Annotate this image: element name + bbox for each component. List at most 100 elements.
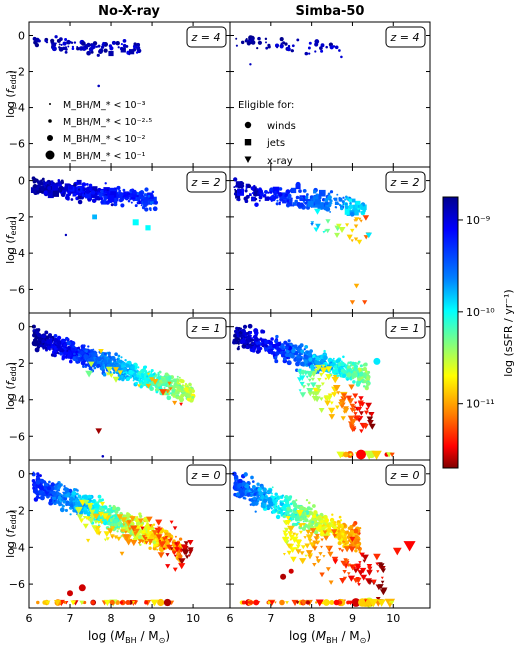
- panel-frame: [229, 459, 431, 609]
- data-point: [356, 239, 363, 245]
- data-point: [86, 50, 91, 56]
- data-point: [122, 39, 127, 43]
- data-point: [128, 369, 133, 375]
- data-point: [167, 539, 173, 543]
- data-point: [120, 375, 124, 378]
- data-point: [303, 536, 307, 539]
- data-point: [297, 355, 301, 359]
- data-point: [377, 599, 386, 607]
- data-point: [307, 554, 313, 560]
- data-point: [274, 43, 280, 48]
- data-point: [128, 375, 133, 379]
- panel-points-z2-noxray: [30, 176, 159, 237]
- data-point: [346, 369, 349, 372]
- data-point: [321, 518, 324, 521]
- panel-points-z0-noxray: [31, 471, 194, 607]
- data-point: [351, 598, 361, 607]
- size-legend-marker-1: [49, 103, 51, 105]
- data-point: [324, 400, 331, 407]
- data-point: [66, 340, 71, 346]
- data-point: [188, 382, 192, 386]
- data-point: [80, 41, 86, 46]
- data-point: [126, 512, 129, 515]
- data-point: [50, 482, 55, 487]
- data-point: [117, 522, 121, 525]
- data-point: [299, 197, 303, 201]
- data-point: [303, 348, 306, 351]
- data-point: [342, 536, 348, 542]
- data-point: [34, 42, 40, 48]
- data-point: [300, 545, 306, 550]
- data-point: [235, 37, 238, 40]
- data-point: [152, 372, 156, 376]
- data-point: [368, 412, 372, 416]
- data-point: [126, 520, 132, 525]
- data-point: [125, 600, 131, 605]
- data-point: [309, 528, 317, 534]
- data-point: [152, 196, 157, 202]
- data-point: [342, 570, 347, 574]
- data-point: [358, 416, 364, 420]
- data-point: [140, 524, 143, 527]
- data-point: [325, 228, 331, 234]
- data-point: [344, 208, 352, 215]
- x-axis-label-right: log (MBH / M⊙): [289, 629, 371, 645]
- data-point: [349, 525, 354, 530]
- data-point: [254, 510, 257, 513]
- data-point: [130, 525, 138, 532]
- data-point: [282, 514, 287, 519]
- data-point: [313, 510, 318, 515]
- data-point: [302, 189, 307, 193]
- data-point: [295, 544, 301, 549]
- data-point: [332, 370, 337, 375]
- data-point: [91, 525, 97, 530]
- data-point: [237, 189, 242, 194]
- data-point: [38, 181, 44, 186]
- data-point: [365, 385, 369, 389]
- data-point: [57, 495, 62, 500]
- data-point: [256, 496, 259, 499]
- data-point: [98, 505, 102, 509]
- data-point: [356, 541, 359, 544]
- data-point: [91, 192, 97, 198]
- data-point: [125, 197, 128, 200]
- data-point: [312, 546, 318, 551]
- data-point: [84, 516, 89, 520]
- data-point: [327, 357, 333, 363]
- data-point: [256, 188, 259, 191]
- data-point: [95, 428, 102, 435]
- data-point: [288, 568, 294, 574]
- data-point: [108, 50, 114, 57]
- data-point: [118, 359, 123, 364]
- data-point: [353, 528, 359, 534]
- data-point: [136, 42, 141, 47]
- data-point: [380, 587, 388, 594]
- data-point: [191, 395, 195, 399]
- data-point: [282, 356, 287, 361]
- data-point: [138, 381, 141, 384]
- data-point: [328, 362, 331, 365]
- data-point: [124, 520, 133, 528]
- data-point: [293, 507, 298, 512]
- data-point: [255, 487, 258, 490]
- data-point: [343, 558, 348, 563]
- data-point: [107, 351, 111, 355]
- data-point: [269, 600, 275, 605]
- data-point: [341, 393, 348, 399]
- data-point: [101, 513, 109, 520]
- data-point: [64, 47, 68, 51]
- data-point: [332, 534, 337, 538]
- data-point: [112, 516, 115, 519]
- y-axis-label-z1: log (fedd): [4, 362, 18, 410]
- data-point: [254, 197, 258, 201]
- data-point: [146, 375, 149, 378]
- data-point: [299, 558, 307, 565]
- data-point: [76, 492, 79, 496]
- data-point: [188, 549, 194, 555]
- data-point: [292, 501, 295, 504]
- data-point: [284, 194, 288, 198]
- data-point: [358, 598, 367, 607]
- data-point: [113, 367, 119, 373]
- redshift-labels: z = 4 z = 4 z = 2 z = 2 z = 1 z = 1 z = …: [186, 26, 426, 486]
- data-point: [358, 561, 362, 564]
